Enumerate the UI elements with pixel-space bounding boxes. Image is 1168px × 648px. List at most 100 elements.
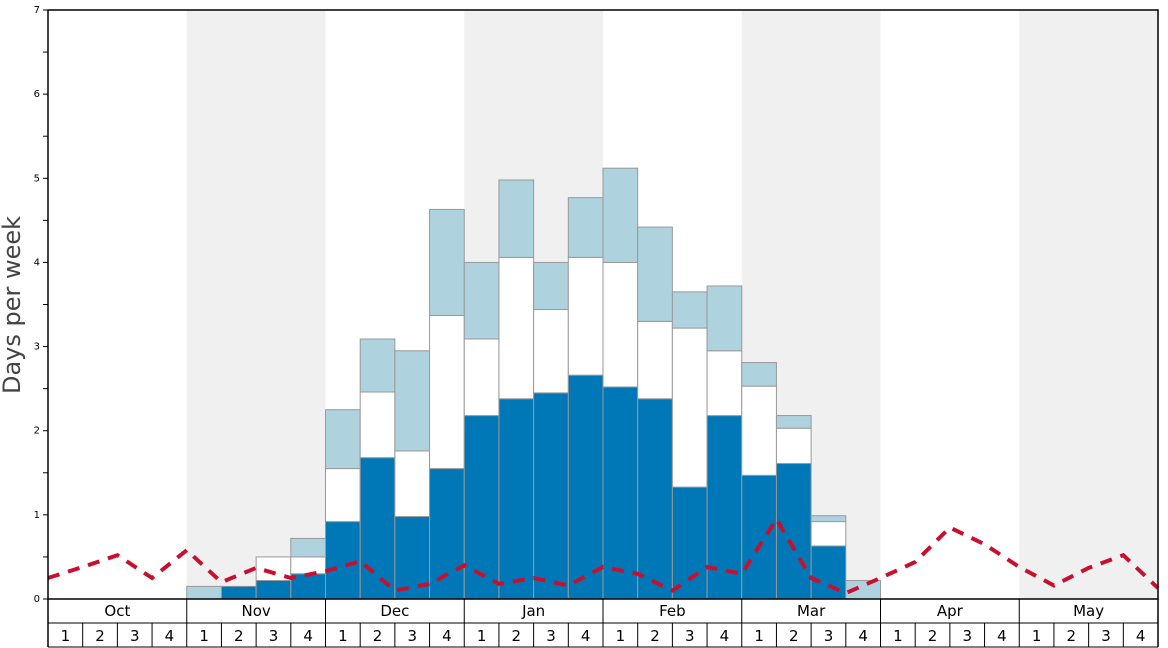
bar-segment-light: [775, 415, 812, 429]
week-label: 4: [581, 627, 591, 645]
bar-segment-light: [429, 208, 465, 316]
week-label: 2: [95, 627, 105, 645]
month-band: [1019, 10, 1158, 599]
week-label: 1: [338, 627, 348, 645]
trend-line-layer: [47, 515, 1160, 596]
week-label: 2: [373, 627, 383, 645]
bars-layer: [186, 167, 881, 600]
week-label: 1: [616, 627, 626, 645]
bar-segment-dark: [359, 457, 396, 600]
bar-segment-mid: [741, 385, 777, 476]
week-label: 4: [858, 627, 868, 645]
week-label: 1: [199, 627, 209, 645]
bar-segment-light: [637, 226, 673, 322]
week-label: 3: [1101, 627, 1111, 645]
bar-segment-dark: [671, 486, 708, 600]
month-band: [186, 10, 326, 599]
week-label: 3: [269, 627, 279, 645]
bar-segment-mid: [463, 338, 500, 417]
bar-segment-mid: [671, 327, 708, 488]
bar-segment-light: [671, 291, 708, 329]
week-label: 3: [546, 627, 556, 645]
y-tick-label: 4: [34, 257, 40, 268]
y-axis: 0 1 2 3 4 5 6 7: [34, 5, 48, 605]
bar-segment-light: [533, 261, 569, 311]
week-label: 4: [1136, 627, 1146, 645]
bar-segment-dark: [325, 521, 361, 600]
bar-segment-dark: [220, 585, 257, 600]
week-label: 2: [789, 627, 799, 645]
week-label: 1: [893, 627, 903, 645]
bar-segment-light: [186, 585, 222, 600]
week-label: 1: [754, 627, 764, 645]
week-label: 3: [407, 627, 417, 645]
month-label: Apr: [937, 602, 964, 620]
bar-segment-mid: [290, 556, 326, 575]
bar-segment-dark: [637, 398, 673, 600]
bar-segment-light: [810, 515, 847, 523]
bar-segment-mid: [637, 320, 673, 400]
month-label: Jan: [521, 602, 545, 620]
bar-segment-light: [359, 338, 396, 393]
week-label: 3: [824, 627, 834, 645]
bar-segment-light: [706, 285, 743, 352]
y-tick-label: 7: [34, 5, 40, 16]
bar-segment-mid: [602, 261, 639, 388]
y-tick-label: 0: [34, 594, 40, 605]
month-label: Feb: [659, 602, 686, 620]
bar-segment-mid: [325, 468, 361, 523]
bar-segment-mid: [498, 256, 535, 400]
bar-segment-light: [463, 261, 500, 340]
bar-segment-mid: [810, 521, 847, 547]
bar-segment-dark: [429, 468, 465, 600]
week-label: 1: [61, 627, 71, 645]
month-label: Oct: [104, 602, 130, 620]
week-label: 4: [303, 627, 313, 645]
bar-segment-dark: [810, 545, 847, 600]
bar-segment-dark: [255, 579, 292, 600]
y-tick-label: 3: [34, 342, 40, 353]
bar-segment-dark: [741, 474, 777, 600]
month-band: [48, 10, 187, 599]
bar-segment-light: [602, 167, 639, 263]
y-tick-label: 2: [34, 426, 40, 437]
bar-segment-light: [394, 350, 431, 452]
week-label: 3: [130, 627, 140, 645]
bar-segment-mid: [359, 391, 396, 459]
y-tick-label: 6: [34, 89, 40, 100]
x-axis: Oct 1 2 3 4 Nov 1 2 3 4 Dec 1 2 3 4 Jan 1 2 3 4 Feb 1 2 3 4 Mar 1 2…: [47, 599, 1159, 648]
bar-segment-mid: [533, 309, 569, 394]
bar-segment-light: [290, 537, 326, 558]
week-label: 4: [997, 627, 1007, 645]
bar-segment-mid: [706, 350, 743, 417]
bar-segment-dark: [463, 415, 500, 600]
bar-segment-dark: [533, 392, 569, 600]
month-band: [880, 10, 1020, 599]
y-axis-label: Days per week: [0, 216, 26, 394]
week-label: 2: [650, 627, 660, 645]
week-label: 2: [234, 627, 244, 645]
bar-segment-mid: [429, 314, 465, 470]
bar-segment-mid: [775, 427, 812, 465]
bar-segment-light: [498, 179, 535, 258]
week-label: 4: [165, 627, 175, 645]
bar-segment-dark: [602, 386, 639, 600]
bar-segment-light: [741, 362, 777, 387]
bar-segment-mid: [394, 450, 431, 518]
month-label: Nov: [241, 602, 270, 620]
month-label: May: [1073, 602, 1104, 620]
bar-segment-light: [325, 409, 361, 470]
week-label: 4: [442, 627, 452, 645]
month-label: Mar: [797, 602, 826, 620]
week-label: 3: [962, 627, 972, 645]
week-label: 1: [1032, 627, 1042, 645]
bar-segment-mid: [567, 256, 604, 376]
bar-segment-dark: [567, 374, 604, 600]
y-tick-label: 5: [34, 173, 40, 184]
trend-line: [47, 515, 1160, 596]
week-label: 2: [928, 627, 938, 645]
week-label: 2: [512, 627, 522, 645]
month-label: Dec: [380, 602, 409, 620]
bar-segment-dark: [290, 573, 326, 600]
